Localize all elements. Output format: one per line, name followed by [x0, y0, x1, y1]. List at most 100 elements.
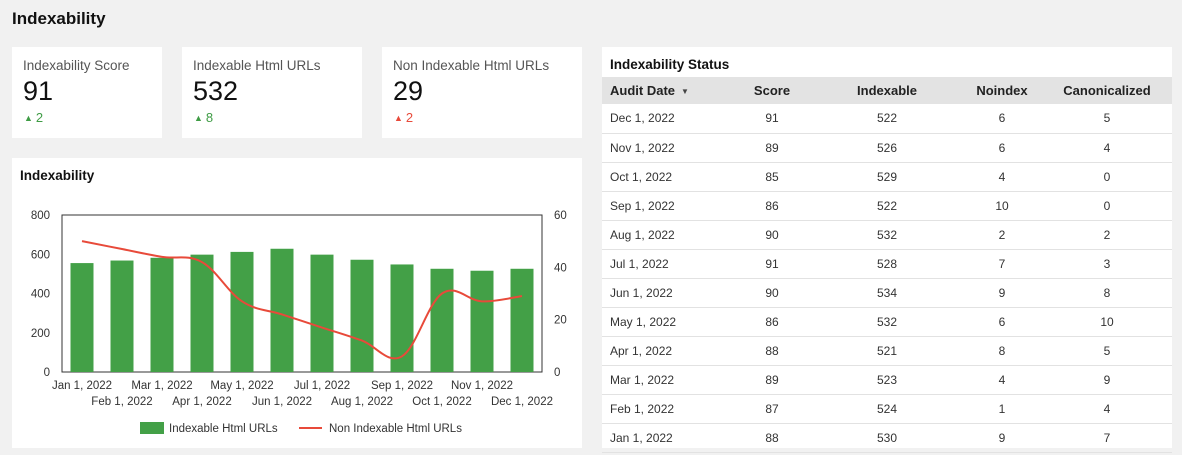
cell-noindex: 6 [962, 133, 1042, 163]
indexability-chart-card[interactable]: Indexability 0 200 400 600 800 0 20 40 60 Jan 1, … [12, 158, 582, 448]
cell-audit-date: Mar 1, 2022 [602, 365, 732, 395]
bar-indexable-html-urls[interactable] [110, 260, 134, 372]
kpi-card-indexable-html-urls[interactable]: Indexable Html URLs 532 ▲ 8 [182, 47, 362, 138]
cell-score: 87 [732, 394, 812, 424]
cell-noindex: 2 [962, 220, 1042, 250]
table-row[interactable]: Oct 1, 2022 85 529 4 0 [602, 162, 1172, 192]
y2-axis-tick-label: 0 [554, 367, 560, 379]
kpi-value: 532 [193, 76, 239, 106]
table-row[interactable]: Aug 1, 2022 90 532 2 2 [602, 220, 1172, 250]
cell-audit-date: Feb 1, 2022 [602, 394, 732, 424]
cell-canonicalized: 2 [1042, 220, 1172, 250]
y-axis-tick-label: 200 [31, 328, 50, 340]
table-row[interactable]: Feb 1, 2022 87 524 1 4 [602, 394, 1172, 424]
table-row[interactable]: Jun 1, 2022 90 534 9 8 [602, 278, 1172, 308]
bar-indexable-html-urls[interactable] [190, 254, 214, 372]
cell-noindex: 1 [962, 394, 1042, 424]
table-row[interactable]: Mar 1, 2022 89 523 4 9 [602, 365, 1172, 395]
y-axis-tick-label: 800 [31, 210, 50, 222]
x-axis-tick-label: Sep 1, 2022 [371, 380, 433, 392]
table-row[interactable]: May 1, 2022 86 532 6 10 [602, 307, 1172, 337]
arrow-up-icon: ▲ [194, 113, 203, 123]
table-row[interactable]: Sep 1, 2022 86 522 10 0 [602, 191, 1172, 221]
kpi-delta: ▲ 8 [194, 110, 213, 125]
kpi-card-non-indexable-html-urls[interactable]: Non Indexable Html URLs 29 ▲ 2 [382, 47, 582, 138]
table-row[interactable]: Dec 1, 2022 91 522 6 5 [602, 104, 1172, 134]
kpi-card-indexability-score[interactable]: Indexability Score 91 ▲ 2 [12, 47, 162, 138]
legend-swatch-bar [140, 422, 164, 434]
indexability-status-table: Audit Date ▼ Score Indexable Noindex Cano… [602, 77, 1172, 453]
x-axis-tick-label: Mar 1, 2022 [131, 380, 192, 392]
bar-indexable-html-urls[interactable] [430, 268, 454, 372]
cell-audit-date: Jul 1, 2022 [602, 249, 732, 279]
cell-audit-date: Dec 1, 2022 [602, 104, 732, 134]
arrow-up-icon: ▲ [24, 113, 33, 123]
column-header-noindex[interactable]: Noindex [962, 77, 1042, 104]
chart-title: Indexability [20, 168, 95, 183]
column-header-indexable[interactable]: Indexable [812, 77, 962, 104]
plot-frame [61, 214, 543, 373]
x-axis-tick-label: Dec 1, 2022 [491, 396, 553, 408]
cell-canonicalized: 10 [1042, 307, 1172, 337]
cell-indexable: 526 [812, 133, 962, 163]
cell-noindex: 9 [962, 278, 1042, 308]
kpi-label: Indexable Html URLs [193, 58, 321, 73]
line-non-indexable-html-urls[interactable] [81, 240, 523, 360]
cell-noindex: 6 [962, 104, 1042, 134]
legend-label-indexable: Indexable Html URLs [169, 423, 278, 435]
kpi-delta: ▲ 2 [24, 110, 43, 125]
y-axis-tick-label: 0 [44, 367, 50, 379]
cell-noindex: 4 [962, 365, 1042, 395]
table-header-row: Audit Date ▼ Score Indexable Noindex Cano… [602, 77, 1172, 104]
column-header-audit-date[interactable]: Audit Date ▼ [602, 77, 732, 104]
cell-canonicalized: 5 [1042, 336, 1172, 366]
sort-desc-icon[interactable]: ▼ [681, 87, 689, 96]
cell-audit-date: Oct 1, 2022 [602, 162, 732, 192]
bar-indexable-html-urls[interactable] [310, 254, 334, 372]
cell-audit-date: Sep 1, 2022 [602, 191, 732, 221]
cell-score: 91 [732, 104, 812, 134]
indexability-chart[interactable]: 0 200 400 600 800 0 20 40 60 Jan 1, 2022 Feb 1, 20… [12, 158, 582, 448]
kpi-label: Non Indexable Html URLs [393, 58, 550, 73]
cell-score: 90 [732, 278, 812, 308]
page-title: Indexability [12, 9, 106, 28]
x-axis-tick-label: Apr 1, 2022 [172, 396, 231, 408]
bar-indexable-html-urls[interactable] [270, 248, 294, 372]
column-header-score[interactable]: Score [732, 77, 812, 104]
bar-indexable-html-urls[interactable] [70, 263, 94, 372]
y2-axis-tick-label: 20 [554, 315, 567, 327]
indexability-status-table-card[interactable]: Indexability Status Audit Date ▼ Score In… [602, 47, 1172, 453]
cell-score: 86 [732, 191, 812, 221]
cell-indexable: 532 [812, 307, 962, 337]
bar-indexable-html-urls[interactable] [390, 264, 414, 372]
table-row[interactable]: Apr 1, 2022 88 521 8 5 [602, 336, 1172, 366]
x-axis-tick-label: Oct 1, 2022 [412, 396, 471, 408]
x-axis-tick-label: Aug 1, 2022 [331, 396, 393, 408]
cell-canonicalized: 4 [1042, 133, 1172, 163]
cell-audit-date: Jan 1, 2022 [602, 423, 732, 453]
bar-indexable-html-urls[interactable] [350, 259, 374, 372]
cell-indexable: 534 [812, 278, 962, 308]
cell-audit-date: Aug 1, 2022 [602, 220, 732, 250]
cell-noindex: 6 [962, 307, 1042, 337]
x-axis-tick-label: Jan 1, 2022 [52, 380, 112, 392]
bar-indexable-html-urls[interactable] [150, 257, 174, 372]
bar-indexable-html-urls[interactable] [470, 270, 494, 372]
x-axis-tick-label: Jun 1, 2022 [252, 396, 312, 408]
cell-canonicalized: 5 [1042, 104, 1172, 134]
cell-indexable: 529 [812, 162, 962, 192]
cell-score: 86 [732, 307, 812, 337]
column-header-canonicalized[interactable]: Canonicalized [1042, 77, 1172, 104]
column-header-label: Audit Date [610, 83, 675, 98]
legend-label-non-indexable: Non Indexable Html URLs [329, 423, 462, 435]
cell-audit-date: Nov 1, 2022 [602, 133, 732, 163]
table-row[interactable]: Jan 1, 2022 88 530 9 7 [602, 423, 1172, 453]
table-row[interactable]: Jul 1, 2022 91 528 7 3 [602, 249, 1172, 279]
bar-indexable-html-urls[interactable] [510, 268, 534, 372]
cell-score: 85 [732, 162, 812, 192]
cell-canonicalized: 9 [1042, 365, 1172, 395]
bar-indexable-html-urls[interactable] [230, 251, 254, 372]
cell-indexable: 524 [812, 394, 962, 424]
table-row[interactable]: Nov 1, 2022 89 526 6 4 [602, 133, 1172, 163]
y-axis-tick-label: 400 [31, 289, 50, 301]
